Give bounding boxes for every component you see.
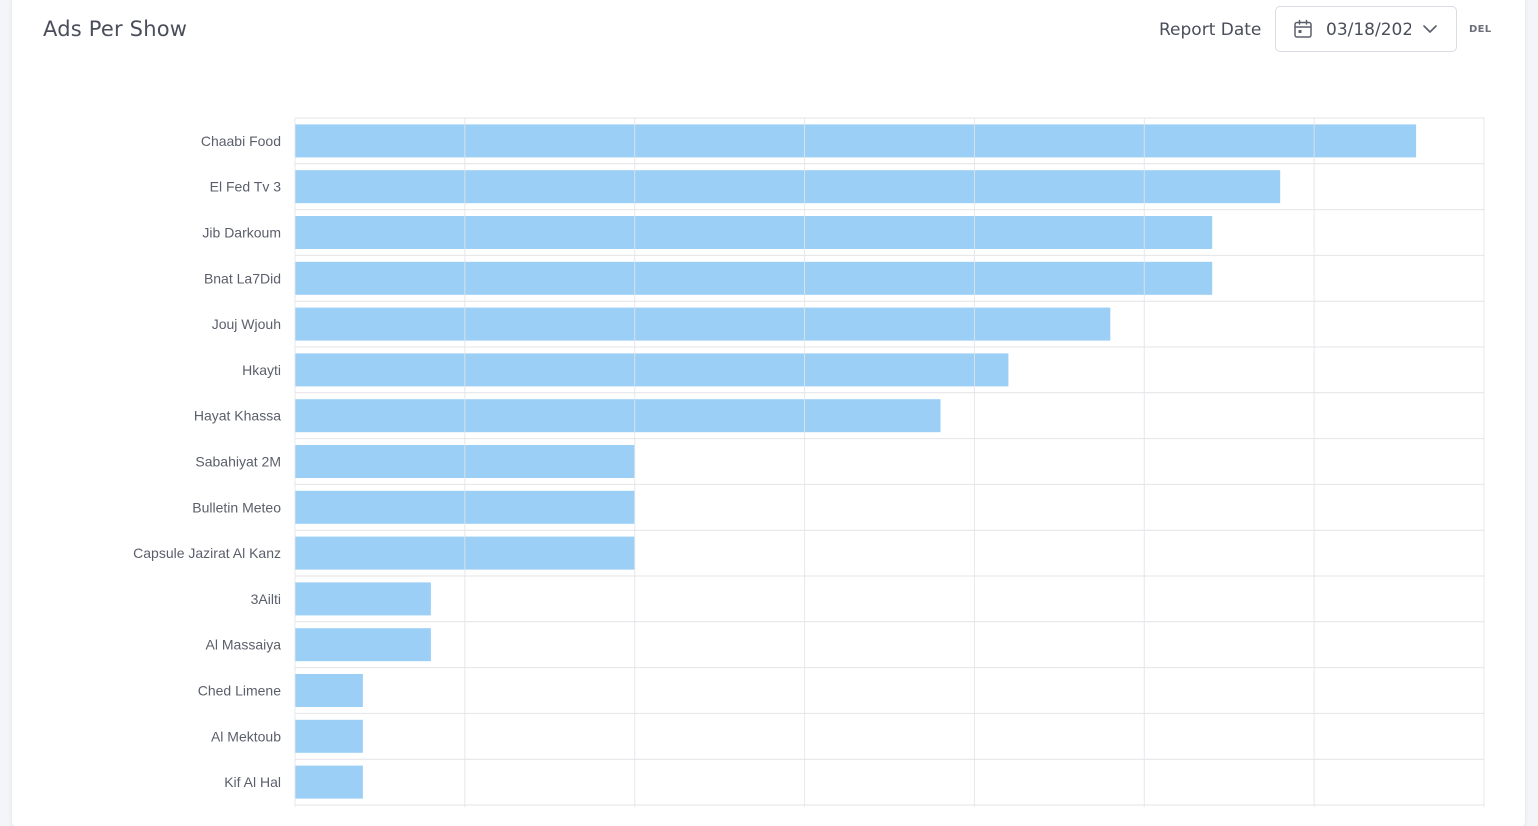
chart-bar [295, 582, 431, 616]
chart-bar [295, 674, 363, 707]
chart-bar [295, 170, 1281, 204]
category-label: Ched Limene [198, 683, 281, 699]
category-label: Al Mektoub [211, 728, 281, 744]
chevron-down-icon [1423, 25, 1437, 33]
report-date-value: 03/18/2024 [1326, 20, 1411, 40]
category-label: Bnat La7Did [204, 270, 281, 286]
report-date-picker[interactable]: 03/18/2024 [1275, 6, 1457, 52]
category-label: Jib Darkoum [202, 225, 281, 241]
del-button[interactable]: DEL [1469, 24, 1492, 35]
category-label: El Fed Tv 3 [210, 179, 282, 195]
category-label: Jouj Wjouh [212, 316, 281, 332]
page-title: Ads Per Show [43, 17, 188, 41]
chart-bar [295, 765, 363, 799]
chart-bar [295, 307, 1111, 341]
category-label: Chaabi Food [201, 133, 281, 149]
report-date-label: Report Date [1159, 20, 1262, 40]
ads-per-show-chart: Chaabi Food El Fed Tv 3 Jib Darkoum Bnat La… [133, 117, 1485, 807]
chart-bar [295, 261, 1213, 295]
category-label: Bulletin Meteo [192, 499, 281, 515]
chart-bar [295, 399, 941, 433]
chart-bar [295, 124, 1417, 158]
chart-bar [295, 719, 363, 753]
category-label: 3Ailti [251, 591, 281, 607]
category-label: Hkayti [242, 362, 281, 378]
category-label: Kif Al Hal [224, 774, 281, 790]
category-label: Hayat Khassa [194, 408, 281, 424]
category-label: Capsule Jazirat Al Kanz [133, 545, 281, 561]
calendar-icon [1294, 19, 1312, 38]
chart-bar [295, 216, 1213, 249]
category-label: Al Massaiya [206, 637, 282, 653]
chart-bar [295, 628, 431, 662]
category-label: Sabahiyat 2M [195, 454, 281, 470]
chart-bar [295, 353, 1009, 387]
